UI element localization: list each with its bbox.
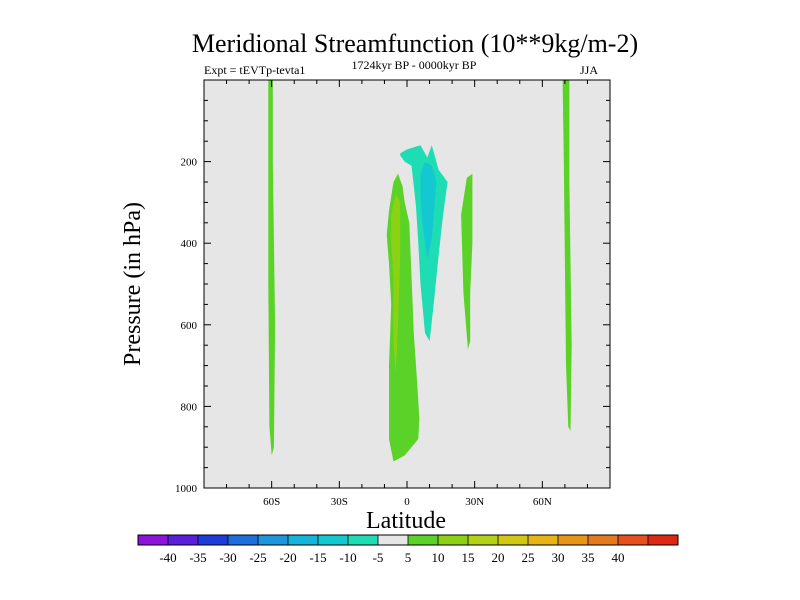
colorbar: -40 -35 -30 -25 -20 -15 -10 -5 5 10 15 20 25 30 35 40 <box>137 534 679 565</box>
colorbar-label: 25 <box>522 550 535 565</box>
y-axis-label: Pressure (in hPa) <box>120 202 146 366</box>
colorbar-label: 30 <box>552 550 565 565</box>
positive-cell-25n <box>461 173 473 350</box>
colorbar-label: -5 <box>373 550 384 565</box>
colorbar-label: 10 <box>432 550 445 565</box>
colorbar-label: 15 <box>462 550 475 565</box>
y-tick-label: 400 <box>181 238 198 250</box>
colorbar-label: -30 <box>219 550 236 565</box>
colorbar-box <box>648 535 679 545</box>
negative-core-tropics <box>420 161 437 260</box>
colorbar-box <box>438 535 469 545</box>
colorbar-box <box>588 535 619 545</box>
y-tick-label: 1000 <box>175 483 198 495</box>
colorbar-label: -35 <box>189 550 206 565</box>
colorbar-box <box>288 535 319 545</box>
colorbar-box <box>348 535 379 545</box>
colorbar-label: -10 <box>339 550 356 565</box>
colorbar-box <box>318 535 349 545</box>
colorbar-label: -15 <box>309 550 326 565</box>
colorbar-label: 40 <box>612 550 625 565</box>
left-string: Expt = tEVTp-tevta1 <box>204 63 305 77</box>
colorbar-box <box>498 535 529 545</box>
colorbar-label: 35 <box>582 550 595 565</box>
positive-cell-70n <box>562 80 572 431</box>
colorbar-box <box>528 535 559 545</box>
positive-cell-60s <box>268 80 276 456</box>
colorbar-label: 20 <box>492 550 505 565</box>
center-string: 1724kyr BP - 0000kyr BP <box>352 58 477 72</box>
x-tick-label: 30S <box>331 496 348 508</box>
colorbar-box <box>408 535 439 545</box>
colorbar-box <box>618 535 649 545</box>
x-tick-label: 60N <box>533 496 552 508</box>
colorbar-label: -20 <box>279 550 296 565</box>
colorbar-box <box>168 535 199 545</box>
colorbar-box <box>468 535 499 545</box>
colorbar-label: -25 <box>249 550 266 565</box>
y-tick-label: 200 <box>181 157 198 169</box>
axis-ticks: 60S 30S 0 30N 60N 200 400 600 800 1000 <box>175 80 610 508</box>
colorbar-label: -40 <box>159 550 176 565</box>
right-string: JJA <box>580 63 598 77</box>
x-axis-label: Latitude <box>366 508 446 534</box>
colorbar-frame <box>137 534 679 546</box>
contour-fill-layer <box>268 80 572 462</box>
colorbar-box <box>558 535 589 545</box>
colorbar-label: 5 <box>405 550 412 565</box>
colorbar-box <box>198 535 229 545</box>
colorbar-box <box>258 535 289 545</box>
x-tick-label: 60S <box>263 496 280 508</box>
x-tick-label: 30N <box>465 496 484 508</box>
x-tick-label: 0 <box>404 496 410 508</box>
colorbar-box <box>138 535 169 545</box>
y-tick-label: 800 <box>181 401 198 413</box>
positive-core-equatorial <box>391 194 401 374</box>
y-tick-label: 600 <box>181 320 198 332</box>
colorbar-box <box>228 535 259 545</box>
colorbar-box <box>378 535 409 545</box>
negative-cell-tropics <box>400 145 448 342</box>
chart-title: Meridional Streamfunction (10**9kg/m-2) <box>192 29 638 58</box>
